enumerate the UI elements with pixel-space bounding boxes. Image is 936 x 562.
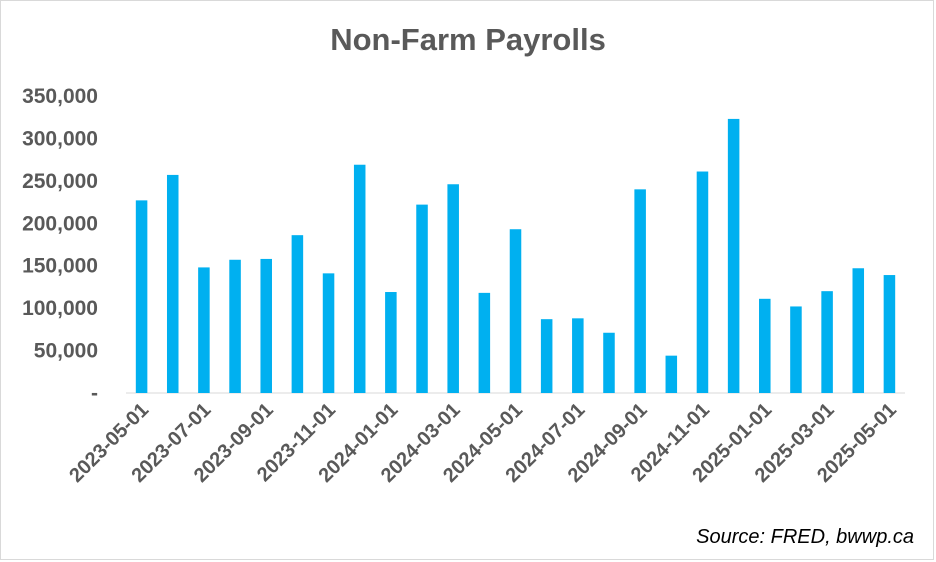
bar xyxy=(696,171,709,393)
bar xyxy=(540,319,553,393)
bar xyxy=(634,189,646,393)
y-tick-label: - xyxy=(91,382,98,405)
bar xyxy=(603,332,615,393)
bar xyxy=(447,184,459,393)
y-tick-label: 50,000 xyxy=(34,340,98,363)
bar xyxy=(759,298,771,393)
bar xyxy=(883,275,896,393)
bar xyxy=(291,235,304,393)
bar xyxy=(821,291,833,393)
bar xyxy=(478,292,491,393)
bar xyxy=(229,259,241,393)
y-tick-label: 250,000 xyxy=(22,170,98,193)
bar xyxy=(166,174,179,393)
bar xyxy=(852,268,865,393)
bar xyxy=(790,306,802,393)
bar xyxy=(135,200,148,393)
y-tick-label: 300,000 xyxy=(22,127,98,150)
bar xyxy=(665,355,678,393)
bar xyxy=(322,273,335,393)
bar xyxy=(385,292,397,393)
chart-title: Non-Farm Payrolls xyxy=(330,22,606,57)
bar xyxy=(353,164,366,393)
bar xyxy=(416,204,428,393)
bar xyxy=(727,118,740,393)
source-note: Source: FRED, bwwp.ca xyxy=(696,526,914,548)
bar xyxy=(198,267,210,393)
y-tick-label: 200,000 xyxy=(22,212,98,235)
y-tick-label: 100,000 xyxy=(22,297,98,320)
y-tick-label: 150,000 xyxy=(22,255,98,278)
bar xyxy=(572,318,584,393)
bar xyxy=(260,258,272,393)
bar xyxy=(509,229,522,393)
y-tick-label: 350,000 xyxy=(22,85,98,108)
